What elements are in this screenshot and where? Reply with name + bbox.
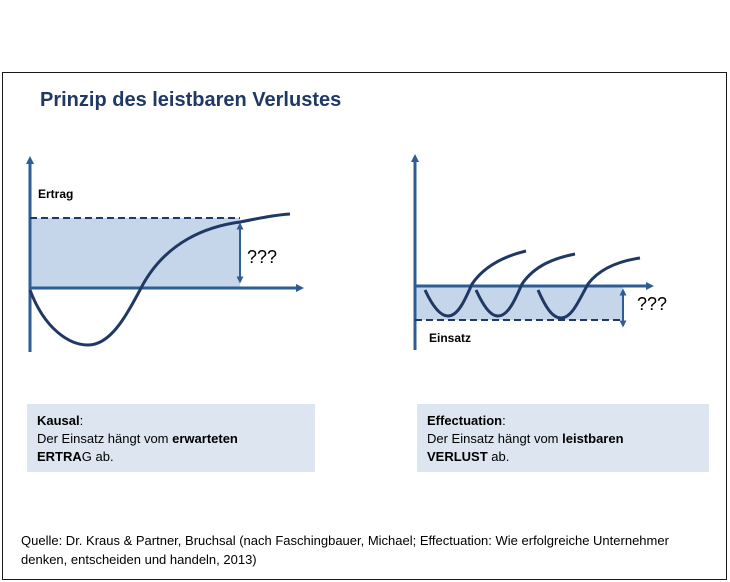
kausal-heading-suffix: : (79, 413, 84, 428)
left-return-curve (28, 212, 291, 347)
right-gap-label: ??? (637, 294, 668, 314)
kausal-text-end: G ab. (81, 449, 114, 464)
kausal-line-1: Der Einsatz hängt vom erwarteten (37, 430, 305, 448)
kausal-heading-line: Kausal: (37, 412, 305, 430)
kausal-line-2: ERTRAG ab. (37, 448, 305, 466)
effectuation-emph-1: leistbaren (562, 431, 624, 446)
kausal-emph-1: erwarteten (172, 431, 238, 446)
effectuation-box: Effectuation: Der Einsatz hängt vom leis… (417, 404, 709, 472)
source-citation: Quelle: Dr. Kraus & Partner, Bruchsal (n… (21, 533, 669, 567)
effectuation-heading: Effectuation (427, 413, 503, 428)
right-curve-1 (423, 249, 527, 318)
effectuation-emph-2: VERLUST (427, 449, 488, 464)
kausal-emph-2: ERTRA (37, 449, 82, 464)
kausal-box: Kausal: Der Einsatz hängt vom erwarteten… (27, 404, 315, 472)
right-curve-2 (474, 252, 576, 318)
kausal-heading: Kausal (37, 413, 80, 428)
effectuation-text-end: ab. (487, 449, 510, 464)
slide-title: Prinzip des leistbaren Verlustes (40, 89, 342, 111)
effectuation-line-1: Der Einsatz hängt vom leistbaren (427, 430, 699, 448)
effectuation-text-start: Der Einsatz hängt vom (427, 431, 563, 446)
slide-frame (2, 72, 727, 580)
kausal-text-start: Der Einsatz hängt vom (37, 431, 173, 446)
effectuation-line-2: VERLUST ab. (427, 448, 699, 466)
effectuation-heading-line: Effectuation: (427, 412, 699, 430)
effectuation-heading-suffix: : (502, 413, 506, 428)
right-x-axis-label: Einsatz (429, 331, 472, 345)
right-curve-3 (536, 256, 641, 320)
left-y-axis-label: Ertrag (38, 187, 74, 201)
left-gap-label: ??? (247, 247, 278, 267)
